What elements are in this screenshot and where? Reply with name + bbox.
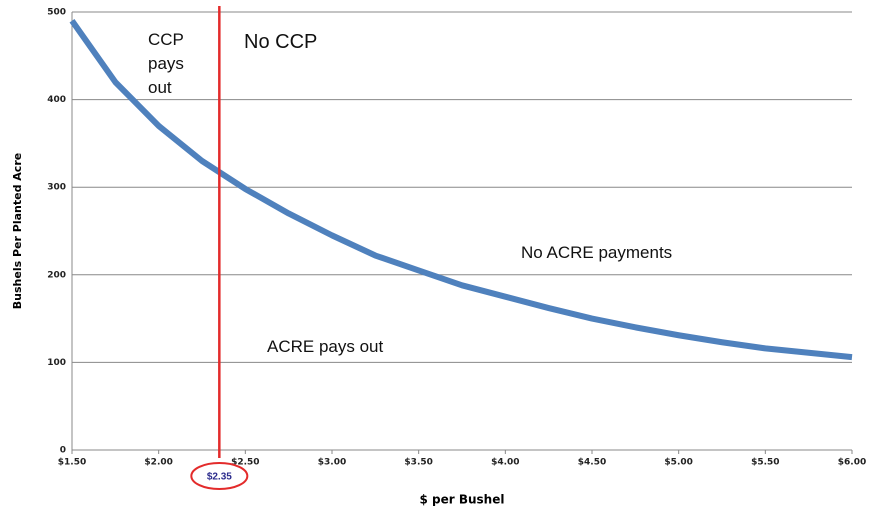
x-tick-label: $5.00 — [664, 458, 692, 468]
x-tick-label: $2.00 — [144, 458, 172, 468]
y-tick-label: 500 — [47, 8, 66, 18]
annotation: ACRE pays out — [267, 337, 384, 356]
y-axis-title: Bushels Per Planted Acre — [11, 153, 24, 309]
annotation: No CCP — [244, 31, 318, 53]
x-tick-label: $3.50 — [404, 458, 432, 468]
y-tick-label: 100 — [47, 358, 66, 368]
annotation: CCP pays out — [148, 30, 184, 97]
x-tick-label: $4.00 — [491, 458, 519, 468]
threshold-label: $2.35 — [207, 472, 232, 483]
x-tick-label: $2.50 — [231, 458, 259, 468]
x-tick-label: $1.50 — [58, 458, 86, 468]
x-axis-title: $ per Bushel — [420, 493, 505, 507]
data-line — [69, 19, 853, 361]
y-tick-label: 400 — [47, 95, 66, 105]
annotation: No ACRE payments — [521, 243, 673, 262]
y-tick-label: 300 — [47, 183, 66, 193]
y-tick-label: 0 — [60, 446, 66, 456]
y-tick-label: 200 — [47, 270, 66, 280]
x-tick-label: $6.00 — [838, 458, 866, 468]
x-tick-label: $4.50 — [578, 458, 606, 468]
threshold-circle — [190, 462, 249, 490]
x-tick-label: $5.50 — [751, 458, 779, 468]
x-tick-label: $3.00 — [318, 458, 346, 468]
